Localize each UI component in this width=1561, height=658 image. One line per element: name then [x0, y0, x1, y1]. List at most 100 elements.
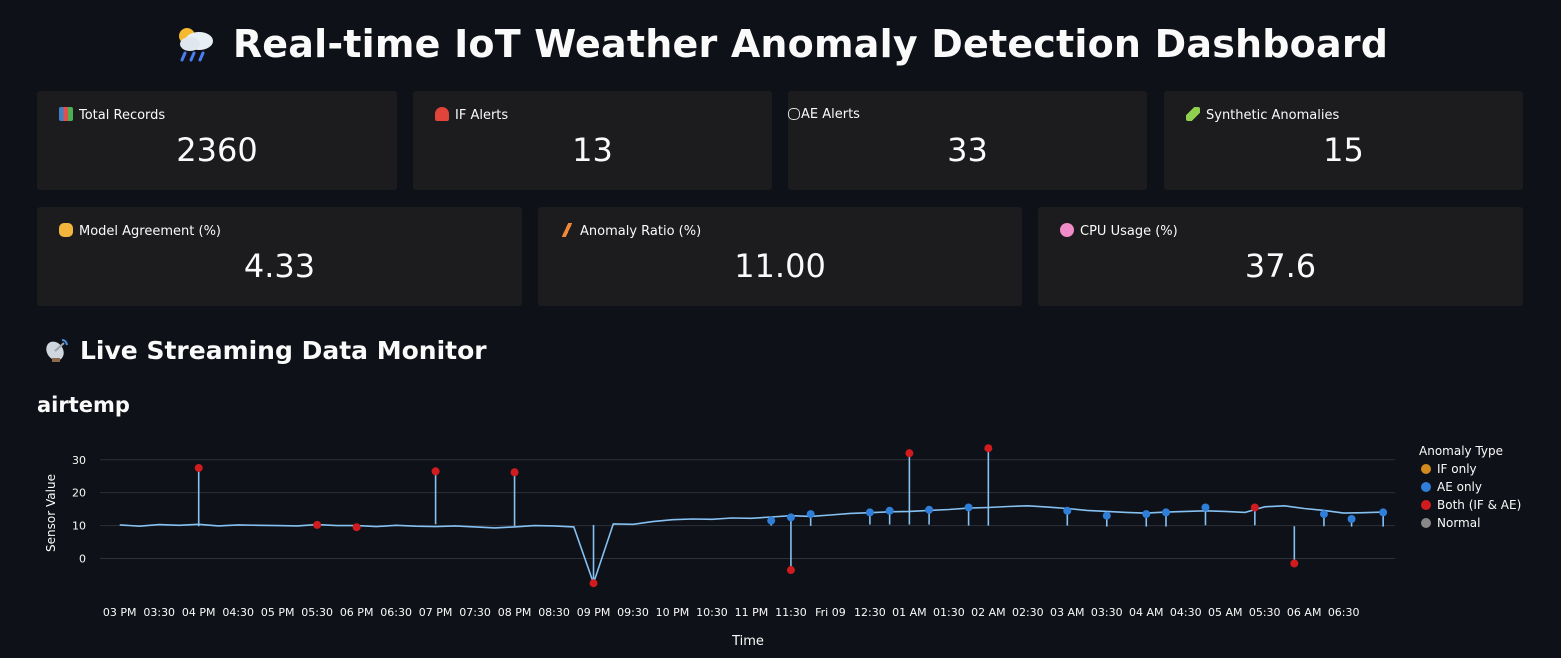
anomaly-point [984, 444, 993, 453]
anomaly-point [1250, 503, 1259, 512]
chart-legend: Anomaly Type IF only AE only Both (IF & AE)… [1419, 444, 1521, 530]
legend-marker [1421, 482, 1431, 492]
x-tick-label: 04 AM [1129, 606, 1164, 619]
metric-label: Total Records [79, 108, 166, 123]
robot-icon [788, 108, 800, 120]
satellite-dish-icon [44, 337, 70, 363]
metric-anomaly-ratio: Anomaly Ratio (%) 11.00 [538, 207, 1022, 306]
cloud-rain-icon [173, 23, 219, 63]
anomaly-point [589, 579, 598, 588]
anomaly-point [925, 505, 934, 514]
metric-synthetic-anomalies: Synthetic Anomalies 15 [1164, 91, 1523, 190]
chart-title: airtemp [37, 393, 130, 417]
anomaly-point [510, 468, 519, 477]
anomaly-point [1319, 510, 1328, 519]
x-tick-label: 06:30 [1328, 606, 1360, 619]
metric-label: IF Alerts [455, 108, 509, 123]
metric-label: Anomaly Ratio (%) [580, 224, 702, 239]
metric-cpu-usage: CPU Usage (%) 37.6 [1038, 207, 1523, 306]
x-tick-label: 01 AM [892, 606, 927, 619]
x-tick-label: 02:30 [1012, 606, 1044, 619]
anomaly-point [885, 506, 894, 515]
anomaly-point [964, 503, 973, 512]
metric-label: Synthetic Anomalies [1206, 108, 1340, 123]
y-tick-label: 20 [72, 487, 86, 500]
x-tick-label: 03 AM [1050, 606, 1085, 619]
x-tick-label: 05:30 [1249, 606, 1281, 619]
x-tick-label: 10:30 [696, 606, 728, 619]
x-tick-label: 11 PM [735, 606, 769, 619]
legend-title: Anomaly Type [1419, 444, 1503, 458]
legend-entry: Both (IF & AE) [1437, 498, 1521, 512]
legend-entry: AE only [1437, 480, 1482, 494]
metric-value: 37.6 [1244, 247, 1317, 285]
metric-value: 13 [572, 131, 613, 169]
metric-label: Model Agreement (%) [79, 224, 221, 239]
x-tick-label: 05 AM [1208, 606, 1243, 619]
y-tick-label: 10 [72, 520, 86, 533]
metric-if-alerts: IF Alerts 13 [413, 91, 772, 190]
anomaly-point [806, 510, 815, 519]
x-tick-label: 07:30 [459, 606, 491, 619]
anomaly-point [1290, 559, 1299, 568]
anomaly-point [352, 523, 361, 532]
y-axis-label: Sensor Value [44, 474, 58, 552]
metric-total-records: Total Records 2360 [37, 91, 397, 190]
metric-value: 11.00 [734, 247, 826, 285]
x-tick-label: 06 PM [340, 606, 374, 619]
x-tick-label: 06 AM [1287, 606, 1322, 619]
x-tick-label: 03 PM [103, 606, 137, 619]
x-tick-label: 07 PM [419, 606, 453, 619]
metric-value: 33 [947, 131, 988, 169]
anomaly-point [786, 513, 795, 522]
metric-value: 15 [1323, 131, 1364, 169]
section-title-text: Live Streaming Data Monitor [80, 336, 487, 365]
x-tick-label: 03:30 [1091, 606, 1123, 619]
y-tick-label: 30 [72, 454, 86, 467]
metric-label: CPU Usage (%) [1080, 224, 1178, 239]
anomaly-point [194, 463, 203, 472]
legend-marker [1421, 500, 1431, 510]
x-tick-label: 12:30 [854, 606, 886, 619]
page-title-text: Real-time IoT Weather Anomaly Detection … [232, 22, 1389, 66]
metric-value: 4.33 [243, 247, 316, 285]
x-tick-label: Fri 09 [815, 606, 846, 619]
metric-model-agreement: Model Agreement (%) 4.33 [37, 207, 522, 306]
x-tick-label: 03:30 [143, 606, 175, 619]
legend-entry: Normal [1437, 516, 1480, 530]
x-tick-label: 09 PM [577, 606, 611, 619]
brain-icon [1060, 223, 1074, 237]
legend-entry: IF only [1437, 462, 1477, 476]
x-tick-label: 08:30 [538, 606, 570, 619]
section-title: Live Streaming Data Monitor [44, 336, 487, 365]
x-tick-label: 04:30 [1170, 606, 1202, 619]
anomaly-point [786, 566, 795, 575]
x-tick-label: 02 AM [971, 606, 1006, 619]
anomaly-point [1162, 508, 1171, 517]
siren-icon [435, 107, 449, 121]
x-tick-label: 04:30 [222, 606, 254, 619]
bar-chart-icon [59, 107, 73, 121]
x-tick-label: 06:30 [380, 606, 412, 619]
anomaly-point [905, 449, 914, 458]
anomaly-point [1201, 503, 1210, 512]
anomaly-point [1102, 511, 1111, 520]
series-line [119, 504, 1384, 586]
x-tick-label: 04 PM [182, 606, 216, 619]
anomaly-point [865, 508, 874, 517]
y-tick-label: 0 [79, 553, 86, 566]
anomaly-point [1347, 515, 1356, 523]
anomaly-point [313, 520, 322, 529]
x-tick-label: 01:30 [933, 606, 965, 619]
legend-marker [1421, 464, 1431, 474]
x-tick-label: 08 PM [498, 606, 532, 619]
x-axis-label: Time [731, 634, 764, 649]
metric-label: AE Alerts [801, 107, 860, 122]
anomaly-point [767, 516, 776, 525]
anomaly-point [1142, 510, 1151, 519]
handshake-icon [59, 223, 73, 237]
legend-marker [1421, 518, 1431, 528]
x-tick-label: 09:30 [617, 606, 649, 619]
anomaly-point [1379, 508, 1388, 517]
test-tube-icon [1186, 107, 1200, 121]
